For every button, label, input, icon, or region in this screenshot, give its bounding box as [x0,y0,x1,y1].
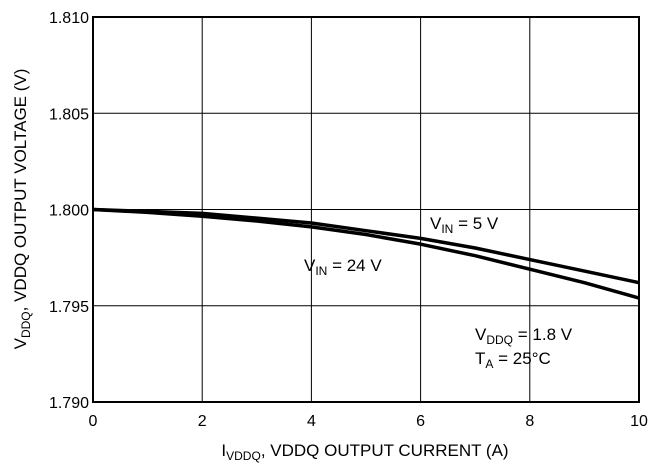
grid [92,16,640,403]
x-tick-label: 2 [198,413,207,430]
series-line-0 [92,207,640,300]
x-tick-label: 4 [307,413,316,430]
x-tick-label: 8 [525,413,534,430]
x-tick-label: 6 [416,413,425,430]
condition-vddq: VDDQ = 1.8 V [475,325,573,347]
series-label-vin-5v: VIN = 5 V [430,214,499,236]
y-tick-label: 1.810 [49,10,89,27]
y-tick-label: 1.805 [49,106,89,123]
x-tick-label: 0 [89,413,98,430]
x-tick-label: 10 [630,413,648,430]
series-group [92,207,640,300]
series-label-vin-24v: VIN = 24 V [304,256,382,278]
y-tick-label: 1.790 [49,395,89,412]
y-tick-labels: 1.790 1.795 1.800 1.805 1.810 [49,10,89,412]
y-tick-label: 1.795 [49,299,89,316]
condition-ta: TA = 25°C [475,349,551,371]
x-axis-label: IVDDQ, VDDQ OUTPUT CURRENT (A) [221,441,508,463]
y-tick-label: 1.800 [49,203,89,220]
series-line-1 [92,207,640,285]
y-axis-label: VDDQ, VDDQ OUTPUT VOLTAGE (V) [11,69,33,350]
x-tick-labels: 0 2 4 6 8 10 [89,413,648,430]
